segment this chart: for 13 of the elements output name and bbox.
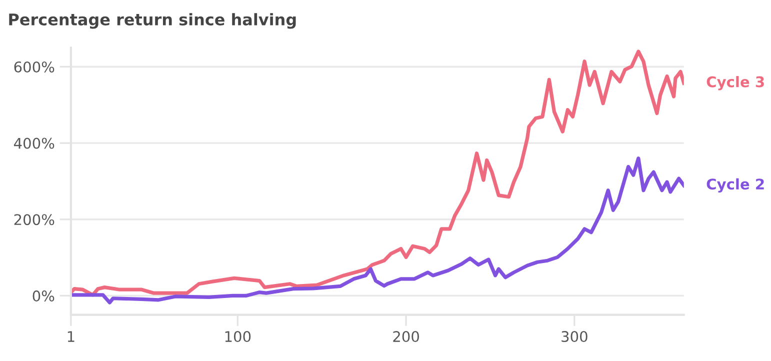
chart-title: Percentage return since halving xyxy=(9,13,296,29)
line-series xyxy=(70,156,684,304)
y-tick-label: 0% xyxy=(32,290,54,302)
series-label: Cycle 2 xyxy=(706,178,764,193)
line-series xyxy=(70,50,684,297)
y-tick-label: 600% xyxy=(14,61,54,72)
x-tick-label: 100 xyxy=(225,331,251,342)
x-tick-label: 200 xyxy=(393,331,419,342)
series-label: Cycle 3 xyxy=(706,76,764,90)
x-tick-label: 300 xyxy=(562,331,588,342)
y-tick-label: 200% xyxy=(14,214,54,226)
y-tick-label: 400% xyxy=(14,138,54,149)
x-tick-label: 1 xyxy=(68,331,74,342)
